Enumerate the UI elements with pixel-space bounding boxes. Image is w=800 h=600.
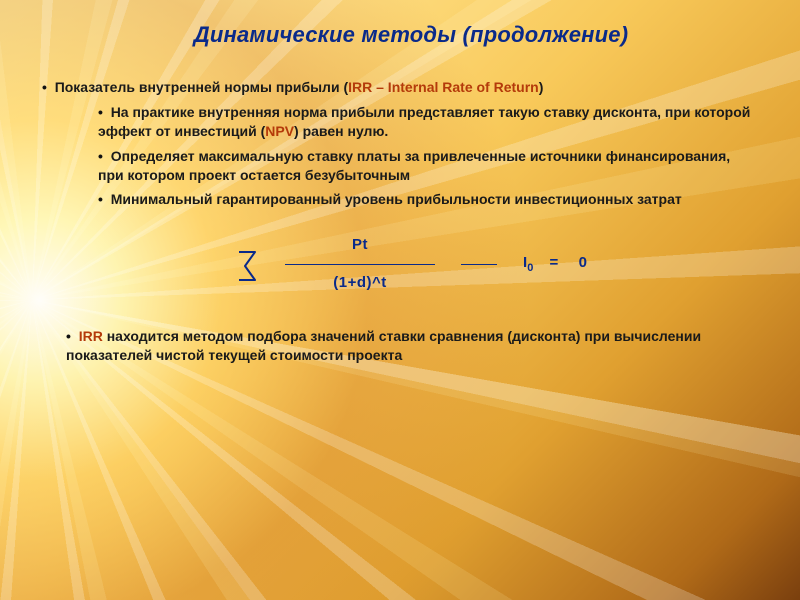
fraction: Pt (1+d)^t xyxy=(285,235,435,293)
slide-title: Динамические методы (продолжение) xyxy=(70,22,752,48)
bullet-2-pre: Определяет максимальную ставку платы за … xyxy=(98,148,730,183)
lead-bullet: Показатель внутренней нормы прибыли (IRR… xyxy=(42,78,752,97)
tail-accent: IRR xyxy=(79,328,103,344)
fraction-numerator: Pt xyxy=(352,235,368,257)
bullet-2: Определяет максимальную ставку платы за … xyxy=(98,147,752,185)
lead-abbr: IRR – Internal Rate of Return xyxy=(348,79,539,95)
slide-content: Динамические методы (продолжение) Показа… xyxy=(0,0,800,385)
bullet-1-accent: NPV xyxy=(265,123,294,139)
i0-sub: 0 xyxy=(527,262,533,274)
minus-sign xyxy=(461,264,497,266)
body-block: Показатель внутренней нормы прибыли (IRR… xyxy=(70,78,752,365)
lead-suffix: ) xyxy=(539,79,544,95)
bullet-3: Минимальный гарантированный уровень приб… xyxy=(98,190,752,209)
fraction-denominator: (1+d)^t xyxy=(333,271,387,293)
lead-prefix: Показатель внутренней нормы прибыли ( xyxy=(55,79,348,95)
bullet-1-pre: На практике внутренняя норма прибыли пре… xyxy=(98,104,750,139)
formula-row: Pt (1+d)^t I0 = 0 xyxy=(70,235,752,293)
bullet-1-post: ) равен нулю. xyxy=(294,123,388,139)
i0-symbol: I0 xyxy=(523,253,533,276)
bullet-1: На практике внутренняя норма прибыли пре… xyxy=(98,103,752,141)
bullet-3-pre: Минимальный гарантированный уровень приб… xyxy=(111,191,682,207)
sigma-icon xyxy=(235,246,259,286)
equals-zero: I0 = 0 xyxy=(523,253,587,276)
eq-sign: = xyxy=(550,253,559,273)
tail-text: находится методом подбора значений ставк… xyxy=(66,328,701,363)
tail-bullet: IRR находится методом подбора значений с… xyxy=(66,327,752,365)
zero-val: 0 xyxy=(579,253,587,273)
fraction-bar xyxy=(285,264,435,266)
